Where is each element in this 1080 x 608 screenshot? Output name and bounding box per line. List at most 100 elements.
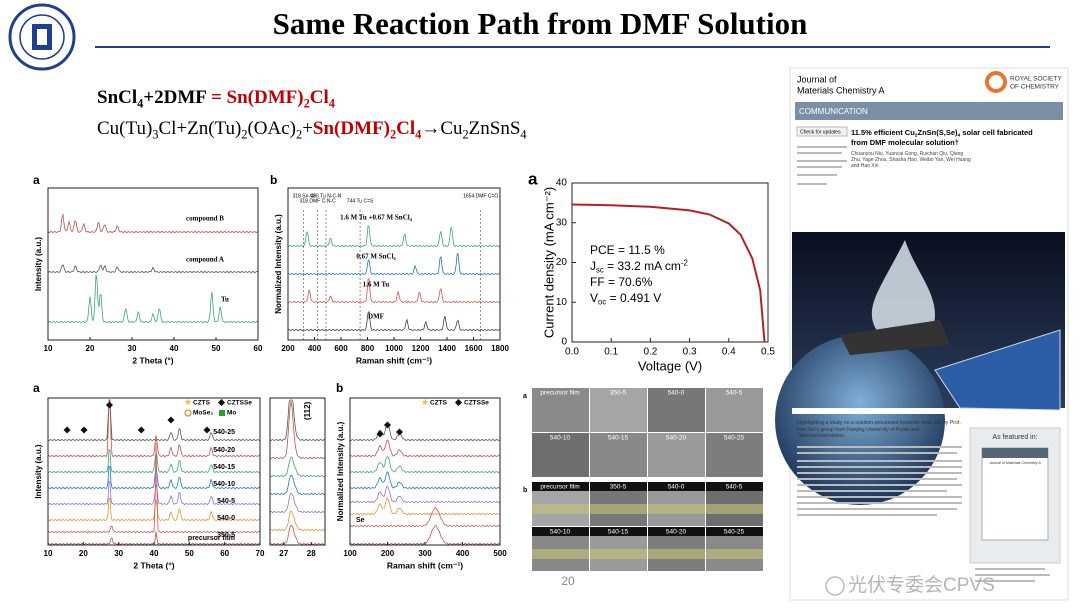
legend-marker xyxy=(184,409,192,417)
trace xyxy=(349,439,501,458)
legend-marker: ★ xyxy=(184,397,192,407)
trace xyxy=(288,252,501,276)
authors-box: Chuanyou Niu, Yuancai Gong, Ruichan Qiu,… xyxy=(851,151,971,169)
x-tick-label: 60 xyxy=(220,549,229,558)
y-tick-label: 30 xyxy=(556,217,568,228)
x-tick-label: 60 xyxy=(254,344,263,353)
text-segment: -2 xyxy=(681,258,688,267)
logo xyxy=(8,3,76,71)
x-tick-label: 0.3 xyxy=(683,347,697,358)
tile-label-bg xyxy=(706,527,763,536)
x-tick-label: 1400 xyxy=(438,344,456,353)
text-segment: Cl xyxy=(310,87,329,108)
tile-label: 540-10 xyxy=(550,435,571,442)
y-axis-label: Normalized Intensity (a.u.) xyxy=(274,214,283,314)
tile-label: 540-15 xyxy=(608,529,629,536)
peak-annotation: 486 Tu N-C-N xyxy=(311,193,342,199)
tile-label-bg xyxy=(590,482,647,491)
trace xyxy=(269,510,326,532)
peak-marker xyxy=(80,426,88,434)
y-axis-label: Intensity (a.u.) xyxy=(34,237,43,292)
trace xyxy=(47,497,261,522)
x-tick-label: 50 xyxy=(212,344,221,353)
tile-label: 540-10 xyxy=(550,529,571,536)
trace xyxy=(287,310,500,332)
x-tick-label: 70 xyxy=(256,549,265,558)
text-segment: (OAc) xyxy=(247,118,296,139)
text-segment: 4 xyxy=(137,97,143,111)
legend-label: CZTSSe xyxy=(464,400,489,407)
text-segment: = 0.491 V xyxy=(606,291,661,305)
peak-marker xyxy=(137,426,145,434)
text-segment: 4 xyxy=(415,128,421,142)
panel-label: a xyxy=(523,393,527,400)
watermark-icon xyxy=(825,576,845,596)
title: Same Reaction Path from DMF Solution xyxy=(273,6,808,41)
peak-marker xyxy=(203,426,211,434)
publisher: OF CHEMISTRY xyxy=(1010,84,1060,91)
x-axis-label: Raman shift (cm⁻¹) xyxy=(356,355,432,365)
x-tick-label: 10 xyxy=(44,344,53,353)
highlight-box: Highlighting a study on a solution proce… xyxy=(797,420,961,439)
x-tick-label: 0.4 xyxy=(722,347,736,358)
tile-label: precursor film xyxy=(540,484,579,491)
text-segment: Cu(Tu) xyxy=(97,118,152,139)
text-segment: + xyxy=(302,118,313,139)
sem-layer xyxy=(706,504,763,514)
trace xyxy=(47,465,261,490)
tile-label: 540-20 xyxy=(666,435,687,442)
x-tick-label: 0.2 xyxy=(643,347,657,358)
text-segment: 2 xyxy=(390,128,396,142)
equation: SnCl4+2DMF = Sn(DMF)2Cl4 xyxy=(97,87,335,110)
sem-panel: precursor film 350-5 540-0 540-5 540-10 540-1… xyxy=(532,388,763,571)
tile-label-bg xyxy=(532,482,589,491)
text-segment: sc xyxy=(596,266,604,275)
peak-marker xyxy=(395,428,404,436)
text-segment: = Sn(DMF) xyxy=(211,87,304,108)
trace xyxy=(269,401,326,460)
peak-marker xyxy=(167,416,175,424)
trace-label: 540-5 xyxy=(217,498,235,505)
trace xyxy=(349,471,501,490)
plot-frame xyxy=(269,397,326,546)
text-segment: SnCl xyxy=(97,87,137,108)
trace-label: 540-10 xyxy=(213,481,235,488)
text-segment: PCE = 11.5 % xyxy=(590,243,665,257)
legend-label: MoSe₂ xyxy=(193,410,213,417)
sem-image xyxy=(706,433,763,477)
trace-label: DMF xyxy=(368,313,384,321)
x-tick-label: 1000 xyxy=(385,344,403,353)
panel-label: a xyxy=(33,381,40,395)
text-segment: Cl xyxy=(396,118,415,139)
trace xyxy=(269,399,326,442)
x-tick-label: 28 xyxy=(307,549,316,558)
text-segment: 4 xyxy=(520,128,526,142)
trace xyxy=(47,213,259,234)
legend-marker xyxy=(219,410,225,416)
x-tick-label: 600 xyxy=(334,344,348,353)
tile-label: 540-15 xyxy=(608,435,629,442)
tile-label: 540-0 xyxy=(668,484,685,491)
journal-name: Journal of xyxy=(797,74,837,84)
x-tick-label: 0.5 xyxy=(761,347,775,358)
trace xyxy=(349,485,501,504)
text-segment: 2 xyxy=(296,128,302,142)
text-segment: 2 xyxy=(463,128,469,142)
tile-label: 540-20 xyxy=(666,529,687,536)
trace xyxy=(349,506,501,528)
legend-marker: ★ xyxy=(421,397,429,407)
trace xyxy=(47,264,259,274)
tile-label: 540-5 xyxy=(726,484,743,491)
trace-label: 540-25 xyxy=(213,429,235,436)
trace xyxy=(269,492,326,514)
sem-layer xyxy=(648,504,705,514)
sem-layer xyxy=(648,549,705,559)
text-segment: V xyxy=(590,291,598,305)
sem-image xyxy=(648,433,705,477)
peak-annotation: 744 Tu C=S xyxy=(347,198,374,204)
text-segment: ZnSnS xyxy=(469,118,521,139)
trace xyxy=(287,225,501,248)
trace xyxy=(287,278,501,304)
text-segment: +2DMF xyxy=(143,87,211,108)
x-tick-label: 27 xyxy=(279,549,288,558)
